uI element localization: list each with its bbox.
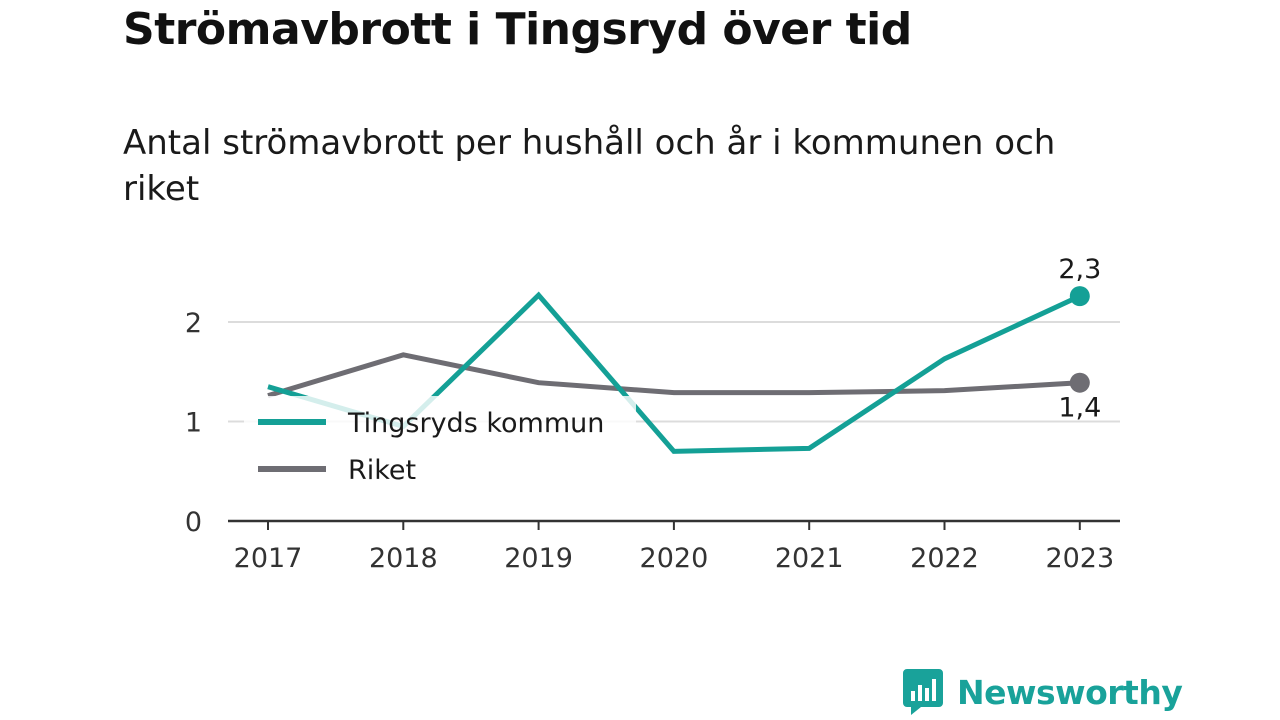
chart-title: Strömavbrott i Tingsryd över tid xyxy=(123,4,912,55)
x-tick-label: 2022 xyxy=(910,543,979,574)
x-tick-label: 2019 xyxy=(504,543,573,574)
x-tick-label: 2021 xyxy=(775,543,844,574)
x-tick-label: 2020 xyxy=(640,543,709,574)
legend-label: Riket xyxy=(348,455,416,486)
x-tick-label: 2023 xyxy=(1045,543,1114,574)
end-value-label: 2,3 xyxy=(1058,254,1101,285)
end-value-label: 1,4 xyxy=(1058,393,1101,424)
newsworthy-logo-icon xyxy=(903,669,943,715)
x-tick-label: 2017 xyxy=(234,543,303,574)
brand-logo: Newsworthy xyxy=(903,669,1183,715)
y-tick-label: 2 xyxy=(185,308,202,339)
x-tick-label: 2018 xyxy=(369,543,438,574)
end-marker xyxy=(1069,286,1090,307)
brand-name: Newsworthy xyxy=(957,672,1183,712)
end-labels: 2,3 1,4 xyxy=(1058,254,1101,424)
series-line xyxy=(267,352,1080,399)
chart-subtitle: Antal strömavbrott per hushåll och år i … xyxy=(123,123,1056,209)
y-tick-label: 1 xyxy=(185,408,202,439)
x-axis: 2017 2018 2019 2020 2021 2022 2023 xyxy=(228,519,1120,574)
legend-background xyxy=(244,396,636,502)
end-marker xyxy=(1069,372,1090,393)
y-tick-label: 0 xyxy=(185,507,202,538)
legend-label: Tingsryds kommun xyxy=(347,408,604,439)
legend: Tingsryds kommun Riket xyxy=(244,396,636,502)
